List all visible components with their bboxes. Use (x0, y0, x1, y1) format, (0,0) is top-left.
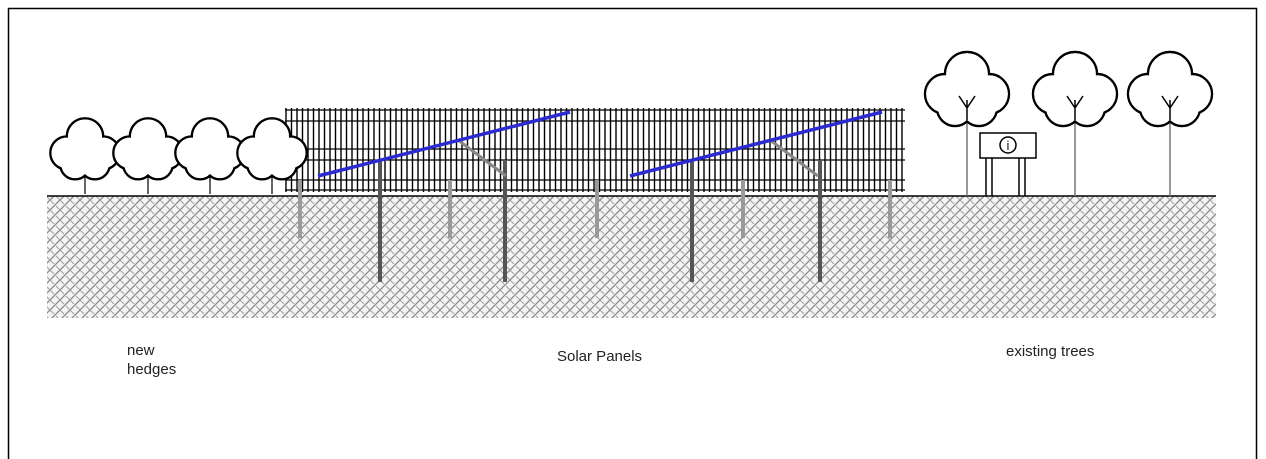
hedges (49, 117, 308, 194)
post-light (741, 180, 745, 238)
branch (1066, 95, 1084, 120)
post-light (448, 180, 452, 238)
hedges-label: new hedges (127, 342, 176, 378)
crown (1147, 69, 1193, 115)
post (378, 160, 382, 282)
crown (944, 69, 990, 115)
panel (317, 110, 571, 178)
solar-panels (298, 110, 892, 282)
crown (1052, 69, 1098, 115)
sign-text: i (1007, 138, 1010, 153)
panel (629, 110, 883, 178)
trees (923, 50, 1214, 196)
post (818, 160, 822, 282)
ground (47, 196, 1216, 318)
branch (958, 95, 976, 120)
hedge (253, 132, 291, 170)
post-light (888, 180, 892, 238)
post-light (595, 180, 599, 238)
strut (769, 138, 819, 178)
label-line: hedges (127, 361, 176, 378)
label-line: existing trees (1006, 343, 1094, 360)
strut (457, 138, 507, 178)
post (690, 160, 694, 282)
branch (1161, 95, 1179, 120)
panels-label: Solar Panels (557, 348, 642, 365)
label-line: Solar Panels (557, 348, 642, 365)
hedge (191, 132, 229, 170)
info-sign: i (979, 132, 1037, 196)
label-line: new (127, 342, 155, 359)
trees-label: existing trees (1006, 343, 1094, 360)
hedge (66, 132, 104, 170)
post-light (298, 180, 302, 238)
post (503, 160, 507, 282)
frame (7, 7, 1258, 459)
hedge (129, 132, 167, 170)
